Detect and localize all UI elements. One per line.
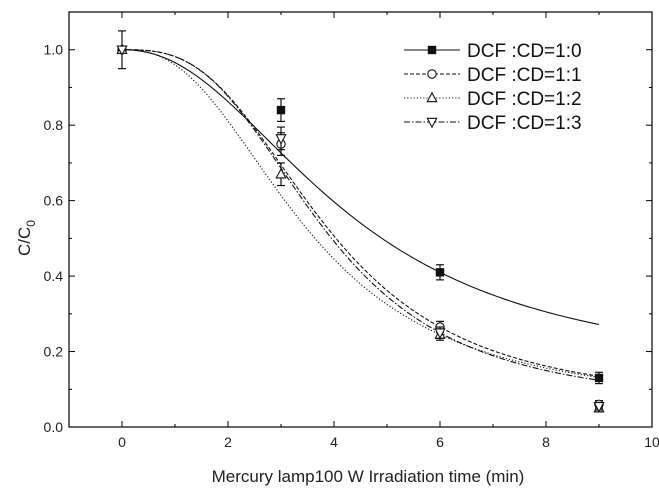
legend-item-0: DCF :CD=1:0 [404,41,582,62]
y-tick-label: 0.8 [44,117,64,133]
data-point [593,402,605,413]
y-tick-label: 0.6 [44,193,64,209]
x-tick-label: 6 [436,434,444,450]
x-tick-label: 8 [542,434,550,450]
legend-label: DCF :CD=1:1 [467,65,582,86]
data-point [275,134,287,145]
legend-marker [426,91,438,103]
legend-marker [426,117,438,129]
y-tick-label: 0.2 [44,344,64,360]
data-point [276,105,286,115]
y-axis-title: C/C0 [15,220,38,256]
y-axis: 0.0 0.2 0.4 0.6 0.8 1.0 [44,11,652,435]
data-point [275,167,287,179]
y-axis-title-main: C/C [15,227,34,256]
fit-curve-0 [121,49,600,326]
x-axis-title: Mercury lamp100 W Irradiation time (min) [212,467,525,486]
legend-item-2: DCF :CD=1:2 [404,89,582,110]
x-tick-label: 2 [224,434,232,450]
data-point [435,268,445,277]
x-axis: 0 2 4 6 8 10 [118,12,659,450]
data-point [434,328,446,340]
plot-border [68,11,653,428]
legend-label: DCF :CD=1:2 [467,89,582,110]
y-tick-label: 0.4 [44,268,64,284]
x-tick-label: 0 [118,434,126,450]
legend-label: DCF :CD=1:3 [467,113,582,134]
legend-label: DCF :CD=1:0 [467,41,582,62]
data-point [116,45,128,57]
legend-item-1: DCF :CD=1:1 [404,65,582,86]
plot-frame [68,11,653,428]
y-tick-label: 1.0 [44,42,64,58]
fit-curves [121,49,600,381]
y-axis-title-subscript: 0 [24,220,38,227]
x-tick-label: 10 [644,434,659,450]
legend-marker [427,45,437,55]
legend-marker [427,69,437,79]
x-tick-label: 4 [330,434,338,450]
data-point [594,373,604,383]
fit-curve-3 [122,49,600,381]
series-3-points [116,45,605,413]
legend-item-3: DCF :CD=1:3 [404,113,582,134]
data-points [116,30,605,413]
y-tick-label: 0.0 [44,419,64,435]
legend: DCF :CD=1:0 DCF :CD=1:1 DCF :CD=1:2 DCF :CD… [404,41,582,134]
